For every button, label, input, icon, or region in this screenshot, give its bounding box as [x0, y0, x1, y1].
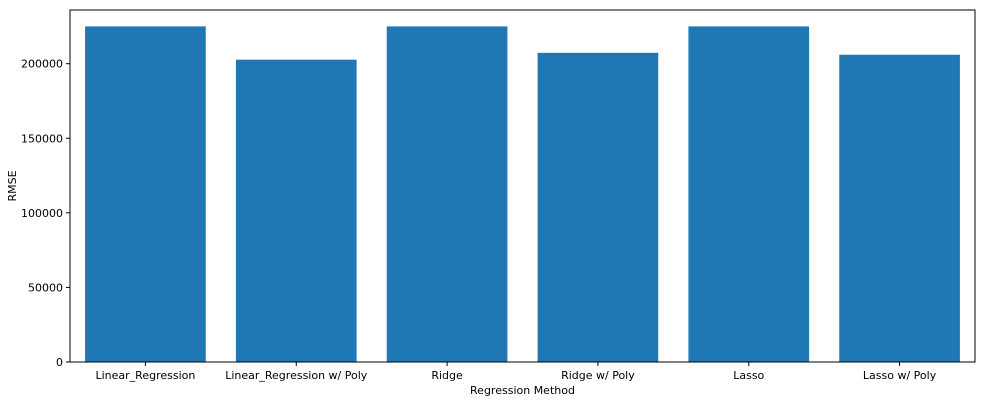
- bar-4: [688, 26, 810, 362]
- x-tick-label-1: Linear_Regression w/ Poly: [225, 369, 368, 382]
- y-ticks: 0 50000 100000 150000 200000: [21, 58, 70, 369]
- y-axis-label: RMSE: [6, 170, 19, 201]
- x-tick-label-5: Lasso w/ Poly: [863, 369, 937, 382]
- x-ticks: Linear_Regression Linear_Regression w/ Po…: [95, 362, 937, 382]
- y-tick-label-1: 50000: [28, 281, 63, 294]
- bar-5: [839, 54, 960, 362]
- y-tick-label-2: 100000: [21, 207, 63, 220]
- axes-layer: [69, 9, 976, 363]
- bar-1: [235, 59, 357, 363]
- x-tick-label-4: Lasso: [733, 369, 764, 382]
- x-axis-label: Regression Method: [470, 384, 575, 397]
- x-tick-label-2: Ridge: [431, 369, 463, 382]
- plot-frame: [69, 9, 976, 363]
- bar-2: [386, 26, 508, 362]
- y-tick-label-4: 200000: [21, 58, 63, 71]
- bar-0: [85, 26, 206, 362]
- x-tick-label-0: Linear_Regression: [95, 369, 195, 382]
- y-tick-label-3: 150000: [21, 132, 63, 145]
- bars-layer: [85, 26, 960, 363]
- x-tick-label-3: Ridge w/ Poly: [561, 369, 635, 382]
- y-tick-label-0: 0: [56, 356, 63, 369]
- bar-3: [537, 52, 659, 363]
